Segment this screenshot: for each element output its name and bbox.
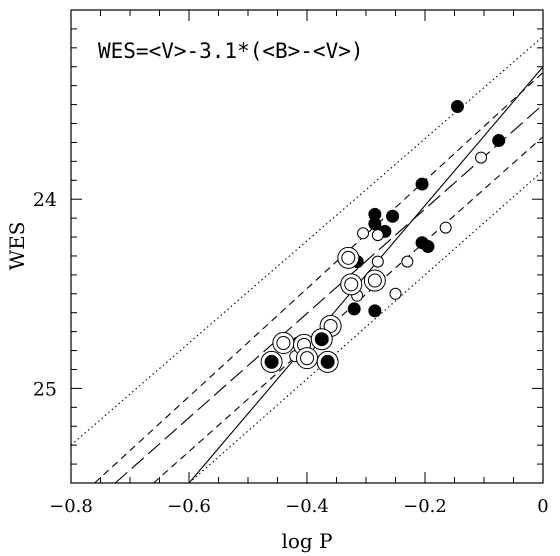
double-ring-open-point-2: [363, 269, 386, 292]
open-circle-point-1: [439, 221, 452, 234]
double-ring-filled-point-1: [310, 328, 333, 351]
x-tick-label: −0.4: [285, 496, 329, 517]
short-dash-line-2: [94, 72, 543, 483]
y-tick-label: 24: [33, 189, 57, 211]
double-ring-filled-point-2: [316, 350, 339, 373]
double-ring-open-point-0: [337, 246, 360, 269]
filled-circle-point-0: [450, 99, 464, 113]
axis-ticks: [70, 9, 544, 484]
filled-circle-point-11: [368, 304, 382, 318]
open-circle-point-4: [371, 255, 384, 268]
y-axis-label: WES: [5, 222, 29, 271]
filled-circle-point-2: [415, 177, 429, 191]
open-circle-point-2: [371, 229, 384, 242]
x-tick-label: −0.6: [167, 496, 211, 517]
x-tick-label: −0.8: [49, 496, 93, 517]
x-axis-label: log P: [281, 529, 332, 553]
open-circle-point-5: [401, 255, 414, 268]
open-circle-point-0: [475, 151, 488, 164]
open-circle-point-6: [389, 287, 402, 300]
filled-circle-point-4: [368, 217, 382, 231]
filled-circle-point-5: [386, 209, 400, 223]
double-ring-open-point-4: [272, 331, 295, 354]
tick-labels: −0.8 −0.6 −0.4 −0.2 0 24 25: [33, 189, 549, 517]
filled-circle-point-10: [347, 302, 361, 316]
filled-circle-point-1: [492, 134, 506, 148]
dotted-line-4: [71, 36, 543, 446]
double-ring-open-point-3: [319, 314, 342, 337]
x-tick-label: 0: [537, 496, 548, 517]
dotted-line-5: [188, 170, 543, 483]
data-points: [260, 99, 506, 373]
plot-frame: [70, 9, 544, 484]
x-tick-label: −0.2: [403, 496, 447, 517]
fit-lines: [71, 36, 543, 483]
y-tick-label: 25: [33, 378, 57, 400]
formula-annotation: WES=<V>-3.1*(<B>-<V>): [98, 39, 364, 63]
double-ring-open-point-6: [296, 347, 318, 370]
open-circle-point-3: [357, 227, 370, 240]
filled-circle-point-9: [421, 240, 435, 253]
double-ring-filled-point-0: [260, 350, 283, 373]
long-dash-line-1: [114, 104, 543, 483]
double-ring-open-point-1: [340, 273, 363, 296]
short-dash-line-3: [153, 136, 543, 483]
